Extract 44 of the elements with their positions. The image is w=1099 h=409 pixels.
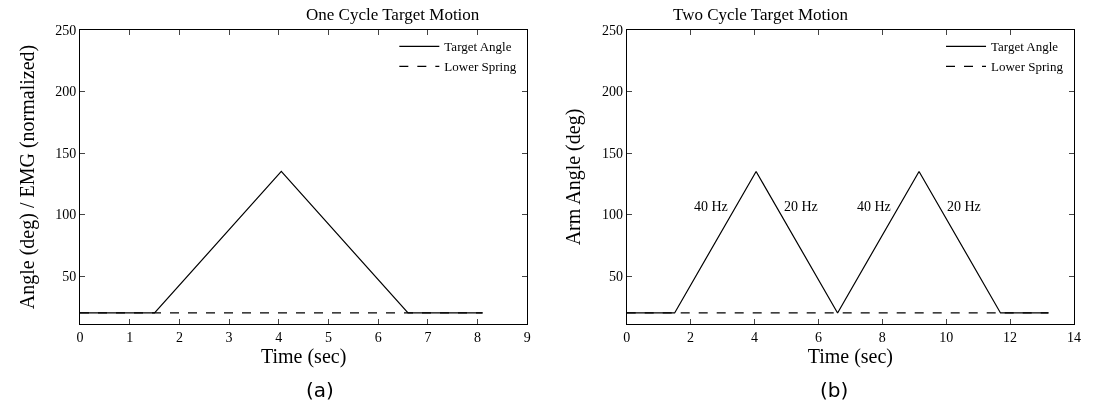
y-tick-label: 100 [55, 207, 77, 223]
x-tick-label: 3 [225, 329, 233, 345]
x-tick-label: 0 [623, 329, 631, 345]
chart-title: One Cycle Target Motion [306, 5, 480, 24]
x-tick-label: 4 [751, 329, 758, 345]
x-tick-label: 4 [275, 329, 283, 345]
x-tick-label: 1 [126, 329, 134, 345]
annotation: 20 Hz [947, 199, 981, 214]
y-tick-label: 200 [55, 84, 77, 100]
x-tick-label: 8 [878, 329, 886, 345]
x-tick-label: 5 [325, 329, 332, 345]
legend-label: Lower Spring [444, 59, 517, 75]
text: (b) [820, 378, 849, 402]
legend-label: Target Angle [991, 39, 1059, 55]
y-tick-label: 250 [55, 22, 77, 38]
annotation: 40 Hz [857, 199, 891, 214]
y-tick-label: 150 [55, 145, 77, 161]
y-tick-label: 200 [601, 84, 623, 100]
y-tick-label: 50 [608, 268, 623, 284]
x-axis-title: Time (sec) [807, 344, 894, 368]
x-tick-label: 10 [939, 329, 954, 345]
x-tick-label: 6 [374, 329, 382, 345]
y-tick-label: 100 [601, 207, 623, 223]
legend-label: Target Angle [444, 39, 512, 55]
annotation: 40 Hz [694, 199, 728, 214]
chart-title: Two Cycle Target Motion [673, 5, 849, 24]
x-tick-label: 14 [1067, 329, 1081, 345]
x-tick-label: 2 [687, 329, 695, 345]
y-tick-label: 150 [601, 145, 623, 161]
x-tick-label: 9 [523, 329, 531, 345]
annotation: 20 Hz [784, 199, 818, 214]
x-tick-label: 7 [424, 329, 432, 345]
x-tick-label: 6 [814, 329, 822, 345]
y-axis-title: Angle (deg) / EMG (normalized) [15, 44, 39, 310]
y-axis-title: Arm Angle (deg) [562, 108, 586, 246]
x-axis-title: Time (sec) [260, 344, 347, 368]
x-tick-label: 0 [76, 329, 84, 345]
x-tick-label: 2 [175, 329, 183, 345]
legend-label: Lower Spring [991, 59, 1064, 75]
y-tick-label: 250 [601, 22, 623, 38]
x-tick-label: 12 [1003, 329, 1018, 345]
y-tick-label: 50 [62, 268, 77, 284]
text: (a) [306, 378, 334, 402]
x-tick-label: 8 [474, 329, 482, 345]
